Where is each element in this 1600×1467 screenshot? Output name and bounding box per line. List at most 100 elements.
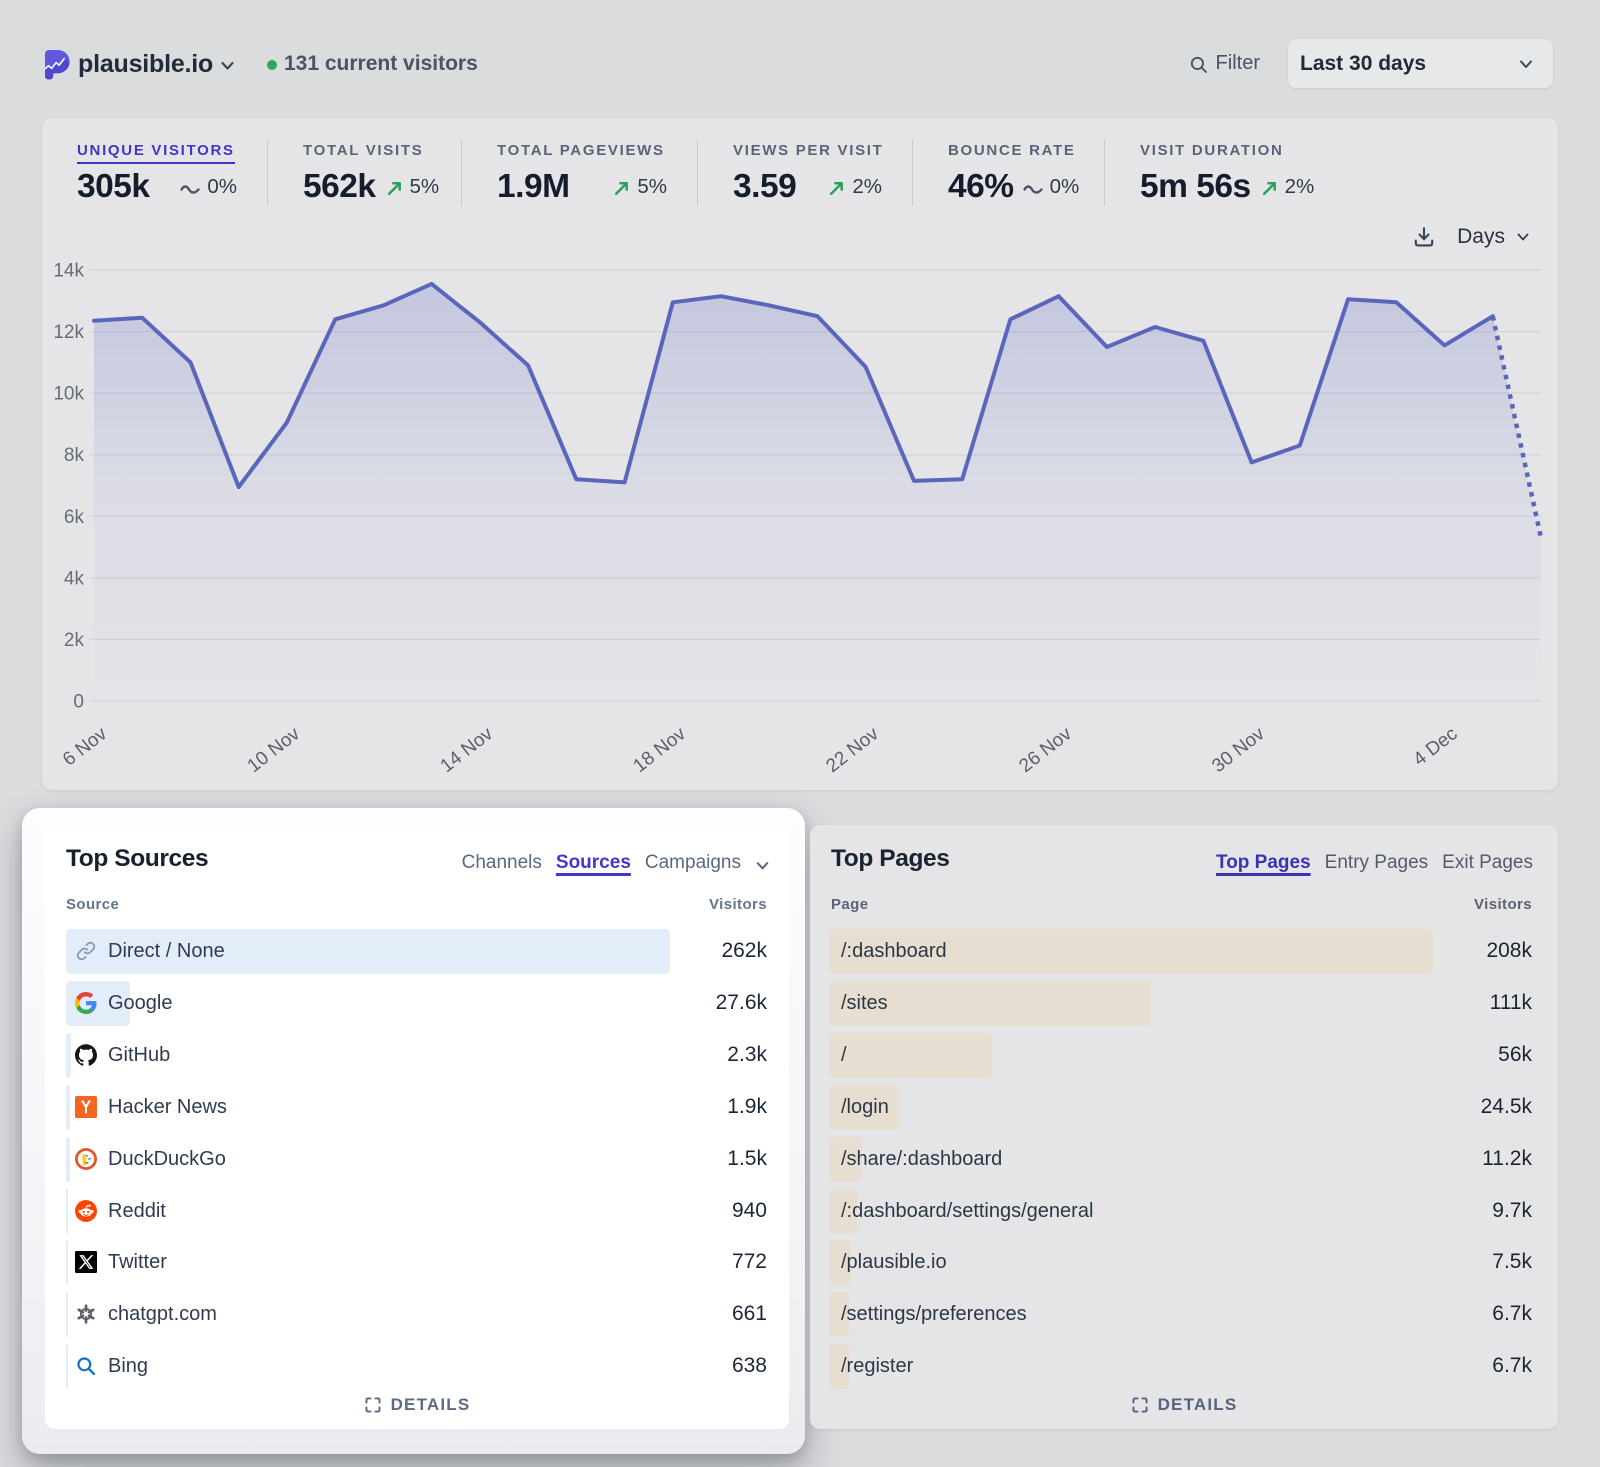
source-label[interactable]: GitHub [108,1043,171,1066]
stat-change: 5% [384,175,440,199]
source-row[interactable]: Reddit 940 [45,1188,789,1234]
page-row[interactable]: /:dashboard/settings/general 9.7k [810,1188,1558,1234]
stat-visit-duration[interactable]: VISIT DURATION 5m 56s 2% [1104,140,1329,206]
source-label[interactable]: Hacker News [108,1095,227,1118]
page-label[interactable]: / [841,1043,847,1066]
trend-flat-icon [1022,173,1045,201]
source-row[interactable]: DuckDuckGo 1.5k [45,1136,789,1182]
source-visitors: 661 [731,1302,767,1326]
tab-entry-pages[interactable]: Entry Pages [1324,852,1429,873]
stat-value: 1.9M [497,168,570,205]
stat-value: 3.59 [733,168,797,205]
chart-x-axis-labels: 6 Nov 10 Nov 14 Nov 18 Nov 22 Nov 26 Nov 30 No… [59,723,1462,777]
stat-unique-visitors[interactable]: UNIQUE VISITORS 305k 0% [42,140,267,206]
source-label[interactable]: Reddit [108,1199,166,1222]
stat-bounce-rate[interactable]: BOUNCE RATE 46% 0% [912,140,1104,206]
duckduckgo-icon [75,1147,97,1170]
pages-details-label: DETAILS [1157,1395,1238,1414]
x-tick-label: 10 Nov [244,723,305,777]
date-range-picker[interactable]: Last 30 days [1288,39,1553,88]
source-visitors: 638 [731,1354,767,1378]
tab-sources[interactable]: Sources [555,852,631,873]
chart-y-axis-labels: 0 2k 4k 6k 8k 10k 12k 14k [53,261,84,713]
source-bar [66,1136,70,1182]
page-label[interactable]: /settings/preferences [841,1303,1027,1326]
trend-flat-icon [179,173,202,201]
x-tick-label: 30 Nov [1208,723,1269,777]
tab-channels[interactable]: Channels [461,852,542,873]
stat-total-pageviews[interactable]: TOTAL PAGEVIEWS 1.9M 5% [461,140,697,206]
stat-change-value: 2% [1284,175,1315,198]
tab-campaigns[interactable]: Campaigns [644,852,741,873]
expand-icon [364,1396,382,1414]
source-label[interactable]: Google [108,991,173,1014]
filter-button[interactable]: Filter [1189,52,1260,75]
page-label[interactable]: /register [841,1355,914,1378]
page-row[interactable]: /share/:dashboard 11.2k [810,1136,1558,1182]
tab-top-pages[interactable]: Top Pages [1216,852,1311,873]
page-row[interactable]: /settings/preferences 6.7k [810,1292,1558,1338]
tabs-chevron-down-icon[interactable] [755,854,770,873]
source-bar [66,1240,68,1286]
site-name[interactable]: plausible.io [78,50,214,78]
stat-label: BOUNCE RATE [948,142,1076,159]
interval-chevron-down-icon[interactable] [1515,229,1531,245]
source-visitors: 27.6k [715,990,767,1014]
source-row[interactable]: Hacker News 1.9k [45,1084,789,1130]
page-row[interactable]: /register 6.7k [810,1344,1558,1390]
page-label[interactable]: /:dashboard/settings/general [841,1199,1094,1222]
page-row[interactable]: /:dashboard 208k [810,929,1558,974]
page-row[interactable]: /sites 111k [810,980,1558,1026]
source-label[interactable]: Twitter [108,1251,167,1274]
site-switcher-chevron-down-icon[interactable] [219,57,236,74]
source-label[interactable]: Direct / None [108,940,225,962]
source-visitors: 772 [731,1250,767,1274]
source-bar [66,929,670,974]
interval-select[interactable]: Days [1457,225,1505,248]
page-label[interactable]: /share/:dashboard [841,1147,1003,1170]
y-tick-label: 12k [53,322,84,343]
stat-total-visits[interactable]: TOTAL VISITS 562k 5% [267,140,461,206]
source-row[interactable]: Twitter 772 [45,1240,789,1286]
page-label[interactable]: /login [841,1095,889,1118]
x-tick-label: 4 Dec [1410,723,1462,770]
source-row[interactable]: Bing 638 [45,1344,789,1390]
top-sources-card: Top Sources Channels Sources Campaigns Sou… [45,825,789,1429]
visitors-column-header: Visitors [709,896,767,913]
top-sources-tabs: Channels Sources Campaigns [462,852,770,874]
source-visitors: 262k [721,939,767,962]
source-label[interactable]: chatgpt.com [108,1303,217,1326]
expand-icon [1131,1396,1149,1414]
download-icon[interactable] [1412,225,1436,249]
date-range-value: Last 30 days [1300,51,1427,75]
stat-label: TOTAL VISITS [303,142,424,159]
source-column-header: Source [66,896,120,913]
source-label[interactable]: Bing [108,1355,149,1378]
page-label[interactable]: /sites [841,991,888,1014]
y-tick-label: 0 [73,692,84,713]
page-row[interactable]: / 56k [810,1032,1558,1078]
source-label[interactable]: DuckDuckGo [108,1147,226,1170]
page-label[interactable]: /plausible.io [841,1251,947,1274]
stat-views-per-visit[interactable]: VIEWS PER VISIT 3.59 2% [697,140,912,206]
source-row[interactable]: Google 27.6k [45,980,789,1026]
current-visitors-count[interactable]: 131 current visitors [284,52,478,75]
chart-line-solid [92,281,1495,489]
stat-change-value: 5% [409,175,440,198]
plausible-logo-icon [44,49,71,80]
page-label[interactable]: /:dashboard [841,940,947,962]
source-visitors: 1.5k [727,1146,767,1170]
page-row[interactable]: /login 24.5k [810,1084,1558,1130]
pages-details-button[interactable]: DETAILS [810,1395,1558,1415]
source-row[interactable]: GitHub 2.3k [45,1032,789,1078]
tab-exit-pages[interactable]: Exit Pages [1442,852,1533,873]
source-row[interactable]: chatgpt.com 661 [45,1292,789,1338]
page-bar [829,1084,901,1130]
source-row[interactable]: Direct / None 262k [45,929,789,974]
page-row[interactable]: /plausible.io 7.5k [810,1240,1558,1286]
visitors-line-chart[interactable]: 0 2k 4k 6k 8k 10k 12k 14k 6 Nov 10 Nov 14 Nov 18 N… [42,118,1558,790]
sources-details-button[interactable]: DETAILS [45,1395,789,1415]
trend-up-icon [826,176,847,199]
google-icon [75,991,97,1014]
trend-up-icon [611,176,632,199]
